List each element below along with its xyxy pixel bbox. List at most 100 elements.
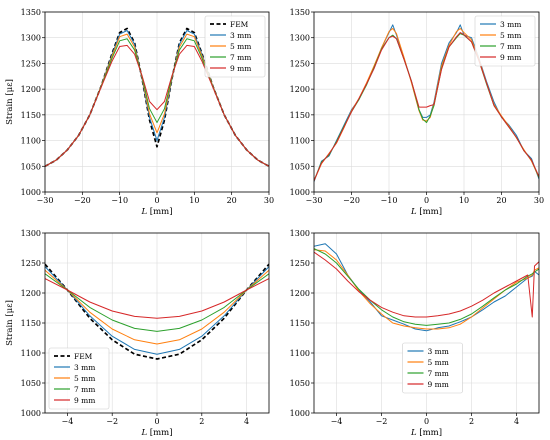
legend-label: 9 mm xyxy=(74,396,95,405)
x-tick-label: 2 xyxy=(469,417,474,426)
y-tick-label: 1050 xyxy=(21,379,41,388)
y-tick-label: 1350 xyxy=(290,8,310,17)
y-tick-label: 1000 xyxy=(21,188,41,197)
y-tick-label: 1000 xyxy=(290,409,310,418)
x-tick-label: 0 xyxy=(154,196,159,205)
y-tick-label: 1200 xyxy=(290,289,310,298)
y-tick-label: 1000 xyxy=(21,409,41,418)
y-tick-label: 1100 xyxy=(21,137,41,146)
legend: FEM 3 mm 5 mm 7 mm 9 mm xyxy=(204,15,266,78)
x-tick-label: 2 xyxy=(199,417,204,426)
x-tick-label: 4 xyxy=(514,417,519,426)
legend-label: 5 mm xyxy=(428,358,449,367)
x-tick-label: −20 xyxy=(343,196,360,205)
y-tick-label: 1250 xyxy=(21,59,41,68)
legend-label: 3 mm xyxy=(428,347,449,356)
x-tick-label: −2 xyxy=(106,417,118,426)
series-line-9-mm xyxy=(45,44,269,167)
y-tick-label: 1300 xyxy=(21,229,41,238)
chart-panel-top-right: −30 −20 −10 0 10 20 30 1000 1050 1100 1150 1200 1250… xyxy=(290,8,544,217)
series-line-fem xyxy=(45,263,269,360)
legend-label: 9 mm xyxy=(500,53,521,62)
legend-box xyxy=(204,15,266,78)
series-line-7-mm xyxy=(314,248,539,326)
x-tick-label: 10 xyxy=(189,196,199,205)
series-line-7-mm xyxy=(45,273,269,332)
x-tick-label: −10 xyxy=(381,196,398,205)
y-tick-label: 1100 xyxy=(290,349,310,358)
legend-box xyxy=(402,342,463,394)
y-tick-label: 1150 xyxy=(290,319,310,328)
legend-box xyxy=(48,347,110,410)
y-tick-label: 1150 xyxy=(290,111,310,120)
y-tick-label: 1200 xyxy=(290,85,310,94)
chart-panel-bottom-left: −4 −2 0 2 4 1000 1050 1100 1150 1200 1250 1300 L [mm… xyxy=(5,229,270,438)
legend-label: 5 mm xyxy=(74,374,95,383)
legend-label: 3 mm xyxy=(74,363,95,372)
legend-label: 3 mm xyxy=(500,20,521,29)
legend-label: FEM xyxy=(74,352,93,361)
y-tick-label: 1050 xyxy=(290,379,310,388)
x-tick-label: −2 xyxy=(376,417,388,426)
y-tick-label: 1250 xyxy=(21,259,41,268)
legend-label: 5 mm xyxy=(500,31,521,40)
legend-label: FEM xyxy=(230,20,249,29)
x-tick-label: −10 xyxy=(111,196,128,205)
x-tick-label: −30 xyxy=(37,196,54,205)
legend-box xyxy=(474,15,536,67)
y-tick-label: 1100 xyxy=(21,349,41,358)
x-tick-label: −4 xyxy=(331,417,343,426)
y-tick-label: 1300 xyxy=(290,34,310,43)
x-tick-label: 10 xyxy=(459,196,469,205)
y-tick-label: 1300 xyxy=(21,34,41,43)
series-line-3-mm xyxy=(45,266,269,355)
y-tick-label: 1250 xyxy=(290,259,310,268)
x-tick-label: 30 xyxy=(264,196,274,205)
legend-label: 9 mm xyxy=(428,380,449,389)
y-tick-label: 1200 xyxy=(21,85,41,94)
y-axis-label: Strain [με] xyxy=(5,79,15,125)
y-tick-label: 1000 xyxy=(290,188,310,197)
y-tick-label: 1350 xyxy=(21,8,41,17)
legend-label: 7 mm xyxy=(428,369,449,378)
y-tick-label: 1150 xyxy=(21,319,41,328)
x-tick-label: −4 xyxy=(62,417,74,426)
y-axis-label: Strain [με] xyxy=(5,300,15,346)
series-line-9-mm xyxy=(45,278,269,319)
y-tick-label: 1200 xyxy=(21,289,41,298)
legend-label: 7 mm xyxy=(230,53,251,62)
x-tick-label: −30 xyxy=(306,196,323,205)
legend-label: 5 mm xyxy=(230,42,251,51)
legend-label: 9 mm xyxy=(230,64,251,73)
x-tick-label: 0 xyxy=(424,417,429,426)
y-tick-label: 1300 xyxy=(290,229,310,238)
legend-label: 7 mm xyxy=(74,385,95,394)
x-tick-label: 30 xyxy=(534,196,544,205)
y-tick-label: 1050 xyxy=(21,162,41,171)
x-tick-label: 20 xyxy=(496,196,506,205)
legend: FEM 3 mm 5 mm 7 mm 9 mm xyxy=(48,347,110,410)
y-tick-label: 1050 xyxy=(290,162,310,171)
x-tick-label: −20 xyxy=(74,196,91,205)
legend: 3 mm 5 mm 7 mm 9 mm xyxy=(474,15,536,67)
series-line-9-mm xyxy=(314,251,539,318)
x-tick-label: 4 xyxy=(244,417,249,426)
series-line-5-mm xyxy=(45,269,269,345)
x-tick-label: 0 xyxy=(424,196,429,205)
chart-panel-bottom-right: −4 −2 0 2 4 1000 1050 1100 1150 1200 1250 1300 L [mm… xyxy=(290,229,540,438)
x-axis-label: L [mm] xyxy=(410,428,442,438)
series-line-fem xyxy=(45,27,269,168)
x-axis-label: L [mm] xyxy=(140,207,172,217)
x-axis-label: L [mm] xyxy=(140,428,172,438)
chart-panel-top-left: −30 −20 −10 0 10 20 30 1000 1050 1100 1150 1200 1250… xyxy=(5,8,274,217)
series-line-9-mm xyxy=(314,32,539,181)
legend: 3 mm 5 mm 7 mm 9 mm xyxy=(402,342,463,394)
y-tick-label: 1100 xyxy=(290,137,310,146)
legend-label: 3 mm xyxy=(230,31,251,40)
x-axis-label: L [mm] xyxy=(410,207,442,217)
y-tick-label: 1250 xyxy=(290,59,310,68)
x-tick-label: 20 xyxy=(227,196,237,205)
x-tick-label: 0 xyxy=(154,417,159,426)
legend-label: 7 mm xyxy=(500,42,521,51)
